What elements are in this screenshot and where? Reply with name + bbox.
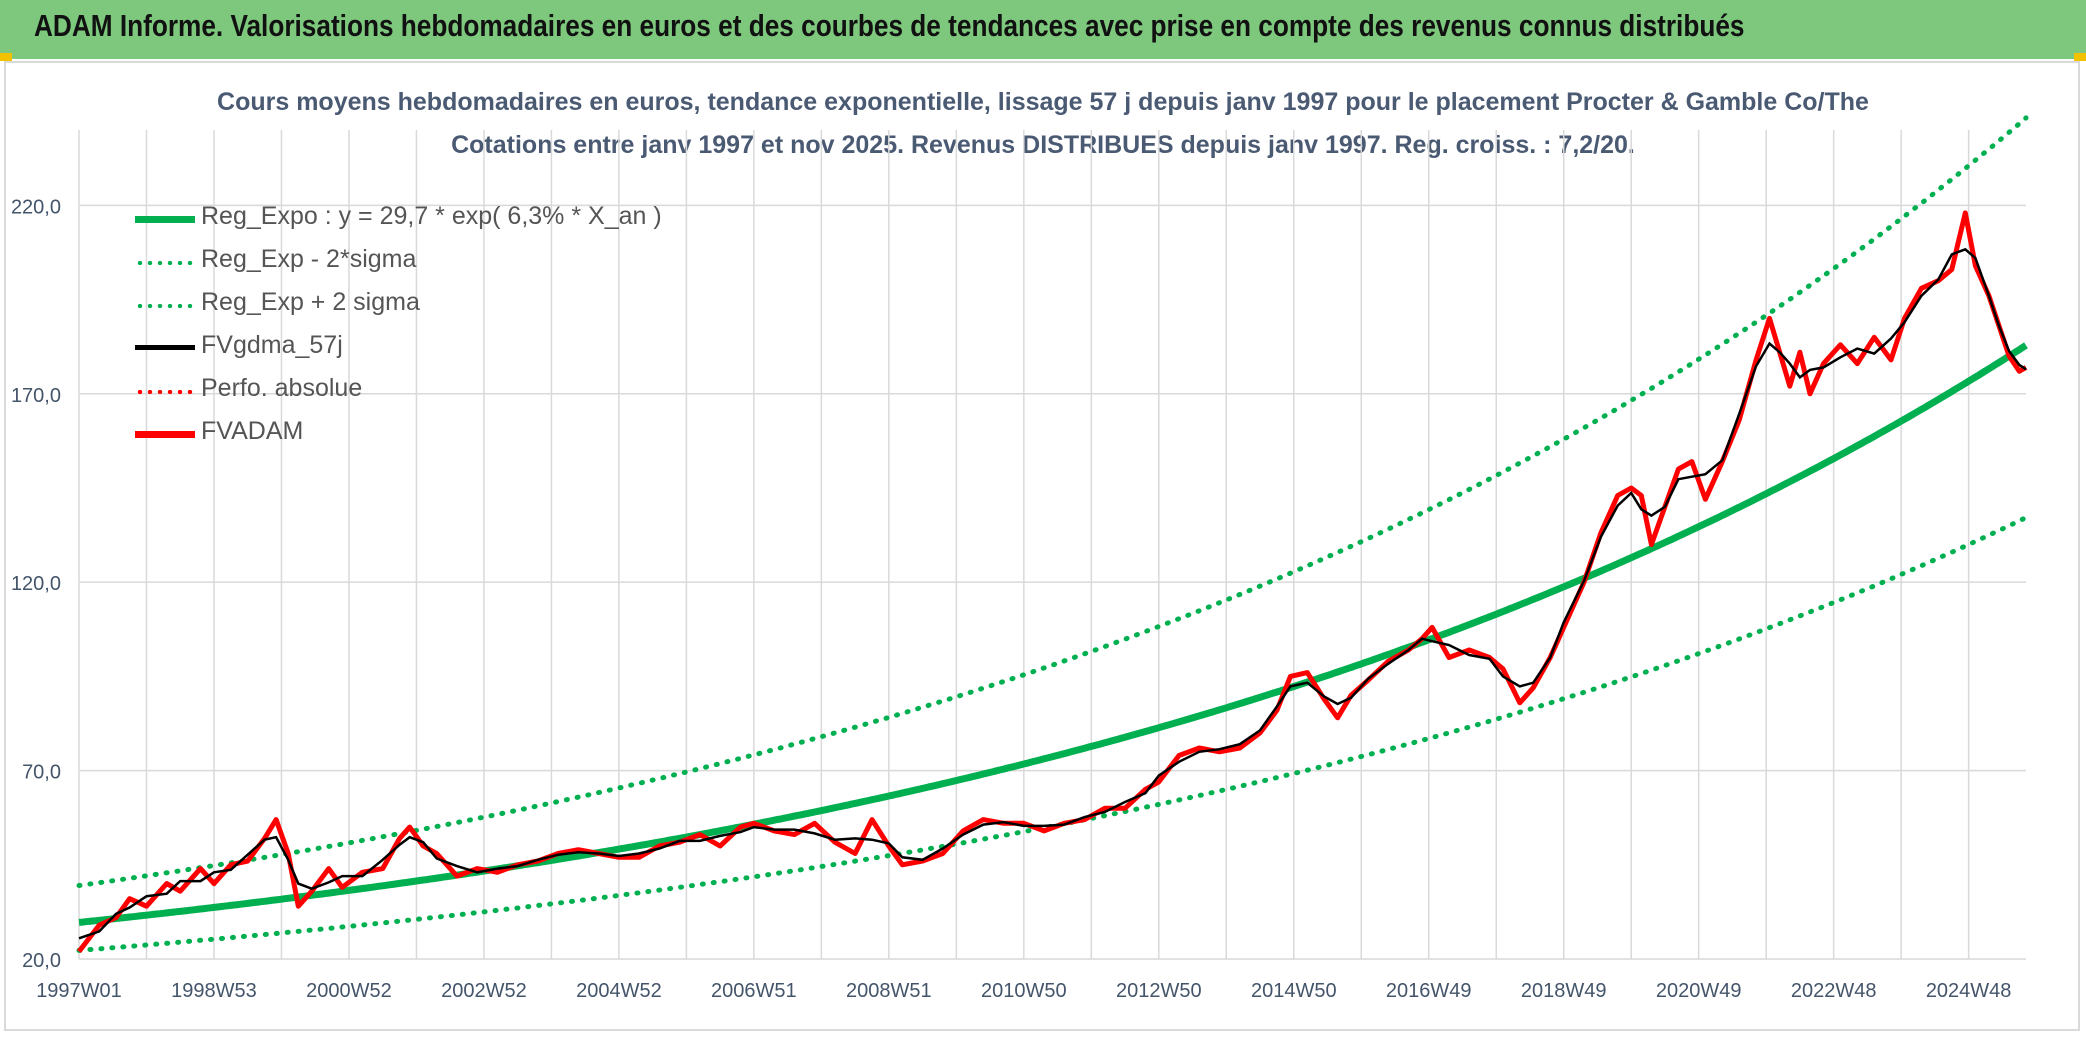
x-tick-label: 2004W52 (576, 980, 662, 1002)
chart-title-line2: Cotations entre janv 1997 et nov 2025. R… (451, 131, 1635, 159)
legend-swatch (135, 390, 195, 394)
x-tick-label: 2024W48 (1926, 980, 2012, 1002)
chart-frame (4, 61, 2080, 1031)
x-tick-label: 2008W51 (846, 980, 932, 1002)
chart-title-line1: Cours moyens hebdomadaires en euros, ten… (217, 88, 1869, 116)
corner-marker (2074, 53, 2086, 61)
x-tick-label: 2012W50 (1116, 980, 1202, 1002)
x-tick-label: 2018W49 (1521, 980, 1607, 1002)
x-tick-label: 2006W51 (711, 980, 797, 1002)
legend-swatch (135, 261, 195, 265)
legend-swatch (135, 216, 195, 223)
x-tick-label: 2020W49 (1656, 980, 1742, 1002)
x-tick-label: 2000W52 (306, 980, 392, 1002)
legend-label: FVADAM (201, 417, 304, 445)
legend-swatch (135, 345, 195, 350)
y-tick-label: 120,0 (11, 573, 61, 595)
y-tick-label: 70,0 (22, 762, 61, 784)
x-tick-label: 1998W53 (171, 980, 257, 1002)
x-tick-label: 2002W52 (441, 980, 527, 1002)
x-tick-label: 2010W50 (981, 980, 1067, 1002)
corner-marker (0, 53, 12, 61)
trend-expo-line (78, 342, 2028, 926)
report-banner: ADAM Informe. Valorisations hebdomadaire… (0, 0, 2086, 59)
y-tick-label: 220,0 (11, 196, 61, 218)
x-tick-label: 2014W50 (1251, 980, 1337, 1002)
legend-label: FVgdma_57j (201, 331, 343, 359)
x-tick-label: 1997W01 (36, 980, 122, 1002)
y-tick-label: 20,0 (22, 950, 61, 972)
legend-label: Reg_Exp + 2 sigma (201, 288, 420, 316)
x-tick-label: 2022W48 (1791, 980, 1877, 1002)
series-fvgdma-line (78, 247, 2027, 940)
legend-label: Reg_Exp - 2*sigma (201, 245, 417, 273)
legend-label: Reg_Expo : y = 29,7 * exp( 6,3% * X_an ) (201, 202, 662, 230)
x-tick-label: 2016W49 (1386, 980, 1472, 1002)
legend-label: Perfo. absolue (201, 374, 363, 402)
legend-swatch (135, 304, 195, 308)
y-tick-label: 170,0 (11, 385, 61, 407)
report-title: ADAM Informe. Valorisations hebdomadaire… (34, 8, 1745, 43)
legend-swatch (135, 431, 195, 438)
